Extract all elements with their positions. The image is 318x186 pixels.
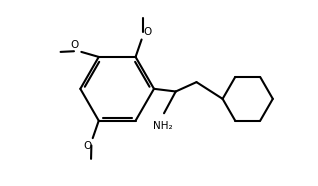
Text: NH₂: NH₂ bbox=[153, 121, 172, 131]
Text: O: O bbox=[70, 40, 79, 49]
Text: O: O bbox=[83, 141, 91, 151]
Text: O: O bbox=[143, 27, 151, 37]
